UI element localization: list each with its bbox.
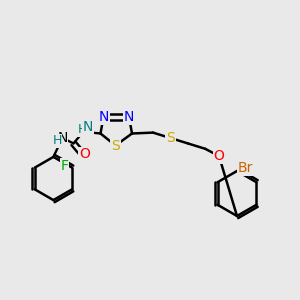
Text: H: H bbox=[52, 134, 62, 148]
Text: O: O bbox=[214, 149, 224, 163]
Text: O: O bbox=[79, 148, 90, 161]
Text: Br: Br bbox=[238, 161, 253, 175]
Text: N: N bbox=[98, 110, 109, 124]
Text: H: H bbox=[78, 123, 87, 136]
Text: N: N bbox=[82, 120, 93, 134]
Text: N: N bbox=[57, 131, 68, 145]
Text: S: S bbox=[166, 131, 175, 145]
Text: S: S bbox=[111, 139, 120, 152]
Text: N: N bbox=[124, 110, 134, 124]
Text: F: F bbox=[61, 159, 69, 173]
